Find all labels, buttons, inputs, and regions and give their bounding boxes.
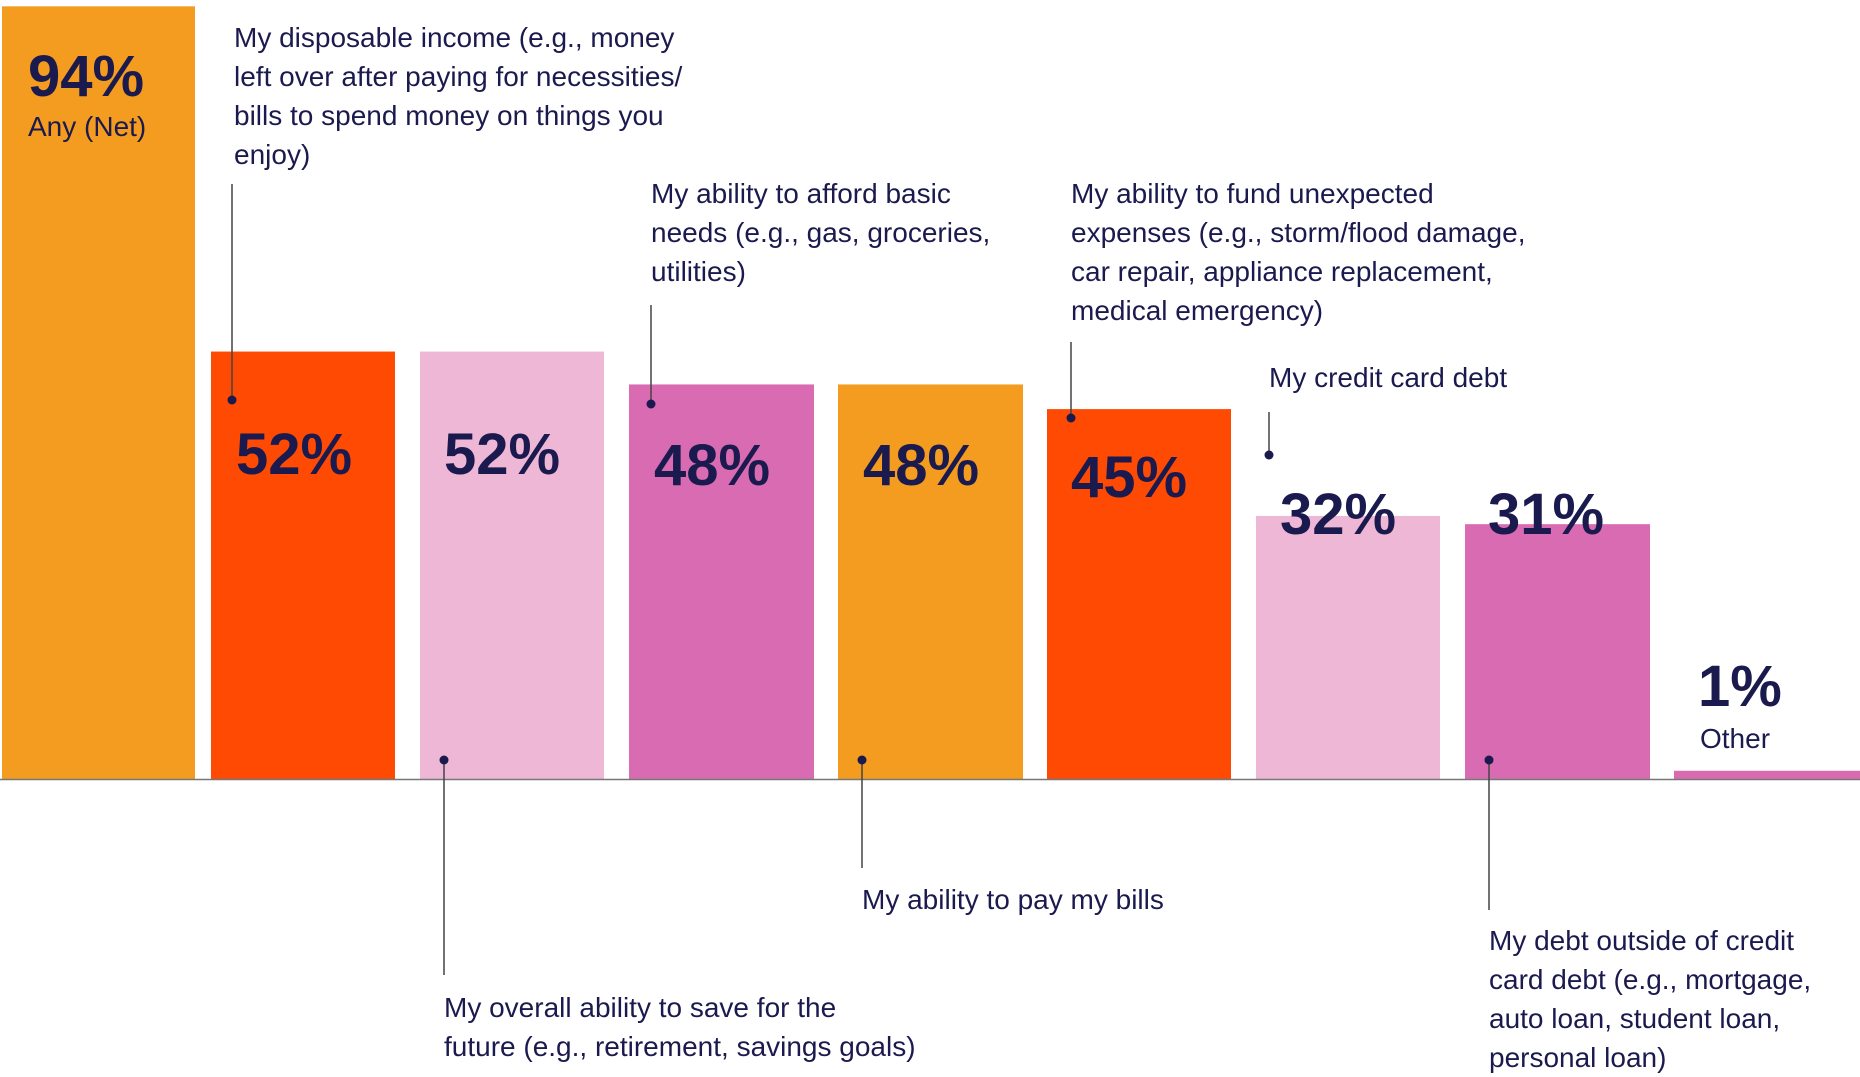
leader-dot-3 [646, 399, 656, 409]
bar-1 [211, 351, 395, 779]
category-label-8: Other [1700, 723, 1770, 754]
bar-4 [838, 384, 1023, 779]
value-label-1: 52% [236, 422, 352, 487]
leader-dot-5 [1066, 413, 1076, 423]
category-label-7: My debt outside of credit card debt (e.g.… [1489, 925, 1811, 1073]
category-label-6: My credit card debt [1269, 362, 1507, 393]
leader-dot-6 [1264, 450, 1274, 460]
bar-5 [1047, 409, 1231, 779]
leader-dot-7 [1484, 755, 1494, 765]
category-label-4: My ability to pay my bills [862, 884, 1164, 915]
value-label-5: 45% [1071, 445, 1187, 510]
value-label-3: 48% [654, 433, 770, 498]
category-label-1: My disposable income (e.g., money left ov… [234, 22, 682, 170]
category-label-0: Any (Net) [28, 111, 146, 142]
bar-8 [1674, 770, 1860, 779]
category-label-2: My overall ability to save for the future… [444, 992, 916, 1062]
value-label-0: 94% [28, 44, 144, 109]
value-label-2: 52% [444, 422, 560, 487]
value-label-6: 32% [1280, 482, 1396, 547]
bar-0 [2, 6, 195, 779]
bar-6 [1256, 515, 1440, 779]
category-label-3: My ability to afford basic needs (e.g., g… [651, 178, 990, 287]
leader-dot-1 [227, 395, 237, 405]
value-label-8: 1% [1698, 654, 1782, 719]
leader-dot-2 [439, 755, 449, 765]
bar-2 [420, 351, 604, 779]
bar-3 [629, 384, 814, 779]
bar-7 [1465, 524, 1650, 779]
value-label-7: 31% [1488, 482, 1604, 547]
category-label-5: My ability to fund unexpected expenses (e… [1071, 178, 1525, 326]
leader-dot-4 [857, 755, 867, 765]
value-label-4: 48% [863, 433, 979, 498]
